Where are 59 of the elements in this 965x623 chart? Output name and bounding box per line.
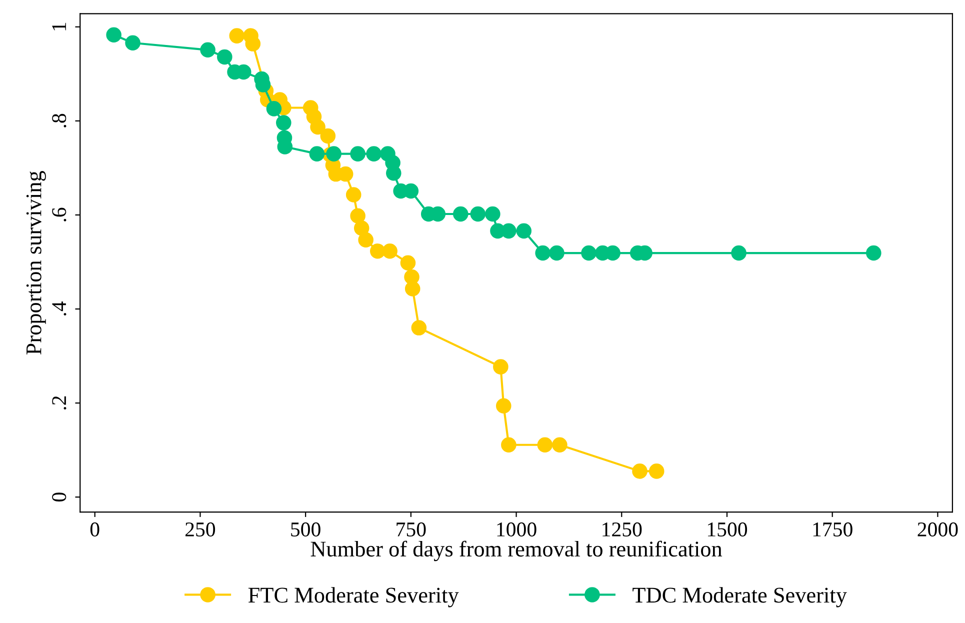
- x-tick-label: 750: [396, 522, 426, 536]
- point: [549, 245, 564, 261]
- point: [552, 437, 568, 453]
- x-tick-label: 500: [291, 522, 320, 536]
- point: [326, 146, 342, 162]
- legend-label: TDC Moderate Severity: [632, 587, 847, 608]
- x-tick-label: 0: [90, 522, 100, 536]
- y-tick-label: 1: [52, 22, 66, 30]
- point: [350, 146, 366, 162]
- y-tick-label: .4: [52, 301, 66, 316]
- legend-label: FTC Moderate Severity: [248, 587, 459, 608]
- point: [453, 206, 468, 222]
- point: [346, 187, 362, 202]
- x-tick-label: 1250: [602, 522, 642, 536]
- point: [217, 49, 232, 65]
- point: [354, 220, 370, 236]
- point: [581, 245, 596, 261]
- x-axis-title: Number of days from removal to reunification: [310, 540, 722, 562]
- x-tick-label: 250: [185, 522, 216, 536]
- point: [309, 146, 325, 162]
- point: [493, 359, 508, 374]
- point: [537, 437, 553, 453]
- y-tick-label: .2: [52, 396, 66, 410]
- point: [200, 42, 216, 58]
- y-tick-label: 0: [52, 492, 66, 502]
- point: [382, 244, 398, 259]
- point: [866, 245, 882, 261]
- point: [400, 255, 416, 271]
- point: [501, 437, 516, 453]
- point: [731, 245, 746, 261]
- point: [229, 28, 245, 44]
- point: [535, 245, 550, 261]
- point: [485, 206, 500, 222]
- point: [310, 119, 326, 135]
- point: [516, 223, 532, 239]
- y-tick-label: .6: [52, 208, 66, 222]
- point: [411, 320, 427, 336]
- y-tick-label: .8: [52, 114, 66, 128]
- point: [496, 398, 512, 414]
- x-tick-label: 1750: [813, 522, 852, 536]
- point: [276, 115, 292, 130]
- x-tick-label: 1000: [497, 522, 536, 536]
- point: [370, 244, 386, 259]
- point: [350, 208, 366, 224]
- point: [404, 281, 420, 296]
- y-axis-title: Proportion surviving: [26, 171, 46, 355]
- point: [106, 27, 122, 43]
- point: [501, 223, 516, 239]
- point: [125, 35, 140, 50]
- point: [632, 464, 648, 479]
- point: [320, 128, 336, 144]
- point: [266, 101, 282, 116]
- x-tick-label: 1500: [708, 522, 748, 536]
- point: [470, 206, 486, 222]
- point: [366, 146, 382, 162]
- point: [648, 464, 664, 479]
- point: [358, 232, 374, 248]
- x-tick-label: 2000: [918, 522, 958, 536]
- point: [245, 36, 261, 52]
